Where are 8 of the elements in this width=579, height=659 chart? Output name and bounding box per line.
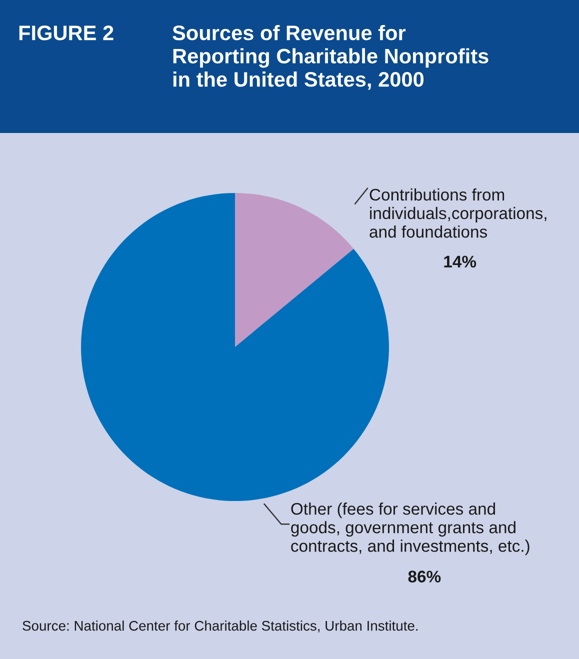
chart-title: FIGURE 2: [19, 26, 114, 40]
slice-label: Contributions from individuals,corporations, and foundations: [370, 188, 546, 238]
data-label: 14%: [444, 256, 476, 268]
pie-slice: [235, 193, 354, 347]
source-note: Source: National Center for Charitable Statistics, Urban Institute.: [22, 620, 418, 632]
slice-label: Other (fees for services and goods, government grants and contracts, and investments, etc.): [291, 502, 530, 556]
data-label: 86%: [408, 570, 441, 582]
chart-subtitle: Sources of Revenue for Reporting Charitable Nonprofits in the United States, 2000: [172, 25, 488, 90]
